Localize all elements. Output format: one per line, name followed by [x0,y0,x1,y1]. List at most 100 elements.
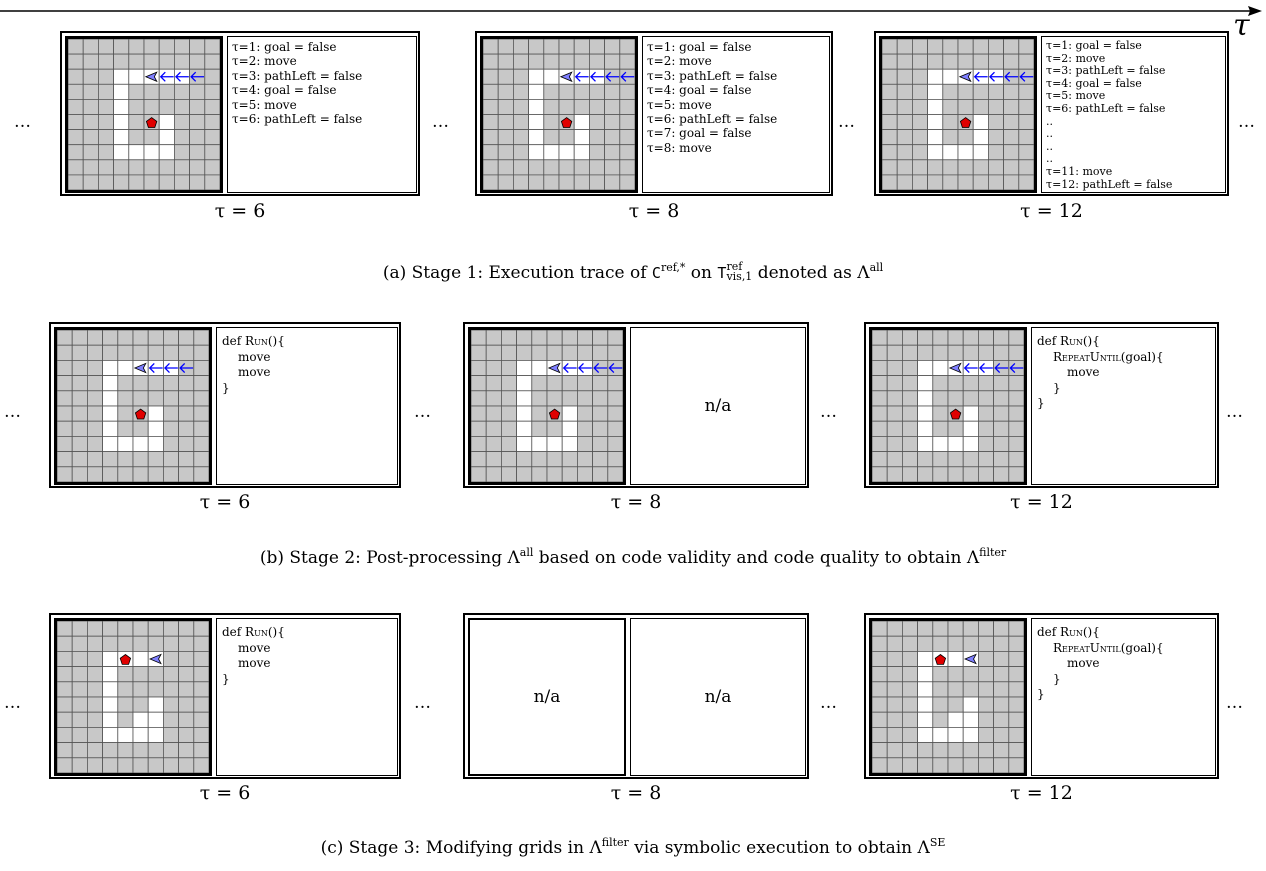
wall-cell [882,174,898,190]
wall-cell [988,39,1005,55]
wall-cell [189,99,206,115]
wall-cell [932,451,949,468]
trace-line: .. [1046,139,1053,153]
wall-cell [872,635,888,652]
wall-cell [942,99,959,115]
wall-cell [163,757,180,773]
code-line: } [222,671,230,686]
wall-cell [1018,174,1034,190]
wall-cell [147,451,164,468]
wall-cell [132,757,149,773]
wall-cell [558,83,575,100]
wall-cell [174,99,191,115]
wall-cell [483,83,499,100]
wall-cell [957,99,974,115]
wall-cell [947,621,964,637]
wall-cell [158,99,175,115]
wall-cell [993,436,1010,453]
wall-cell [896,144,913,161]
free-cell [932,436,949,453]
wall-cell [485,436,502,453]
wall-cell [978,681,995,698]
wall-cell [86,666,103,683]
wall-cell [97,114,114,131]
wall-cell [882,159,898,176]
wall-cell [543,129,560,146]
wall-cell [607,390,623,407]
wall-cell [872,711,888,728]
wall-cell [988,129,1005,146]
wall-cell [901,405,918,422]
wall-cell [972,159,989,176]
wall-cell [619,114,635,131]
wall-cell [942,174,959,190]
wall-cell [917,330,934,346]
wall-cell [947,757,964,773]
wall-cell [531,390,548,407]
ellipsis: … [432,112,450,132]
wall-cell [57,635,73,652]
wall-cell [993,451,1010,468]
wall-cell [57,451,73,468]
wall-cell [619,99,635,115]
wall-cell [993,390,1010,407]
wall-cell [128,159,145,176]
wall-cell [471,451,487,468]
wall-cell [68,144,84,161]
wall-cell [619,129,635,146]
wall-cell [86,436,103,453]
wall-cell [561,451,578,468]
wall-cell [86,711,103,728]
wall-cell [589,159,606,176]
free-cell [927,129,944,146]
wall-cell [911,83,928,100]
wall-cell [901,330,918,346]
wall-cell [497,144,514,161]
wall-cell [471,375,487,392]
free-cell [158,114,175,131]
wall-cell [471,420,487,437]
grid-placeholder-panel: n/a [468,618,626,776]
wall-cell [128,99,145,115]
free-cell [573,144,590,161]
wall-cell [485,466,502,482]
wall-cell [901,436,918,453]
wall-cell [178,727,195,744]
wall-cell [516,466,533,482]
wall-cell [917,344,934,361]
free-cell [947,650,964,667]
trace-line: τ=3: pathLeft = false [232,68,363,83]
wall-cell [512,129,529,146]
wall-cell [174,129,191,146]
wall-cell [113,174,130,190]
wall-cell [872,420,888,437]
trail-arrow-icon [179,362,194,374]
wall-cell [102,635,119,652]
wall-cell [531,344,548,361]
wall-cell [947,375,964,392]
wall-cell [86,375,103,392]
wall-cell [158,39,175,55]
wall-cell [71,757,88,773]
wall-cell [483,174,499,190]
free-cell [947,436,964,453]
wall-cell [561,375,578,392]
wall-cell [962,344,979,361]
tau-label: τ = 6 [199,491,251,513]
snapshot-frame: def Run(){RepeatUntil(goal){move}} [864,322,1219,488]
wall-cell [204,39,220,55]
wall-cell [483,114,499,131]
wall-cell [189,159,206,176]
wall-cell [896,174,913,190]
free-cell [132,711,149,728]
wall-cell [872,466,888,482]
wall-cell [577,451,594,468]
wall-cell [901,650,918,667]
free-cell [962,420,979,437]
wall-cell [117,621,134,637]
wall-cell [607,451,623,468]
wall-cell [577,436,594,453]
wall-cell [82,159,99,176]
wall-cell [86,650,103,667]
wall-cell [872,650,888,667]
